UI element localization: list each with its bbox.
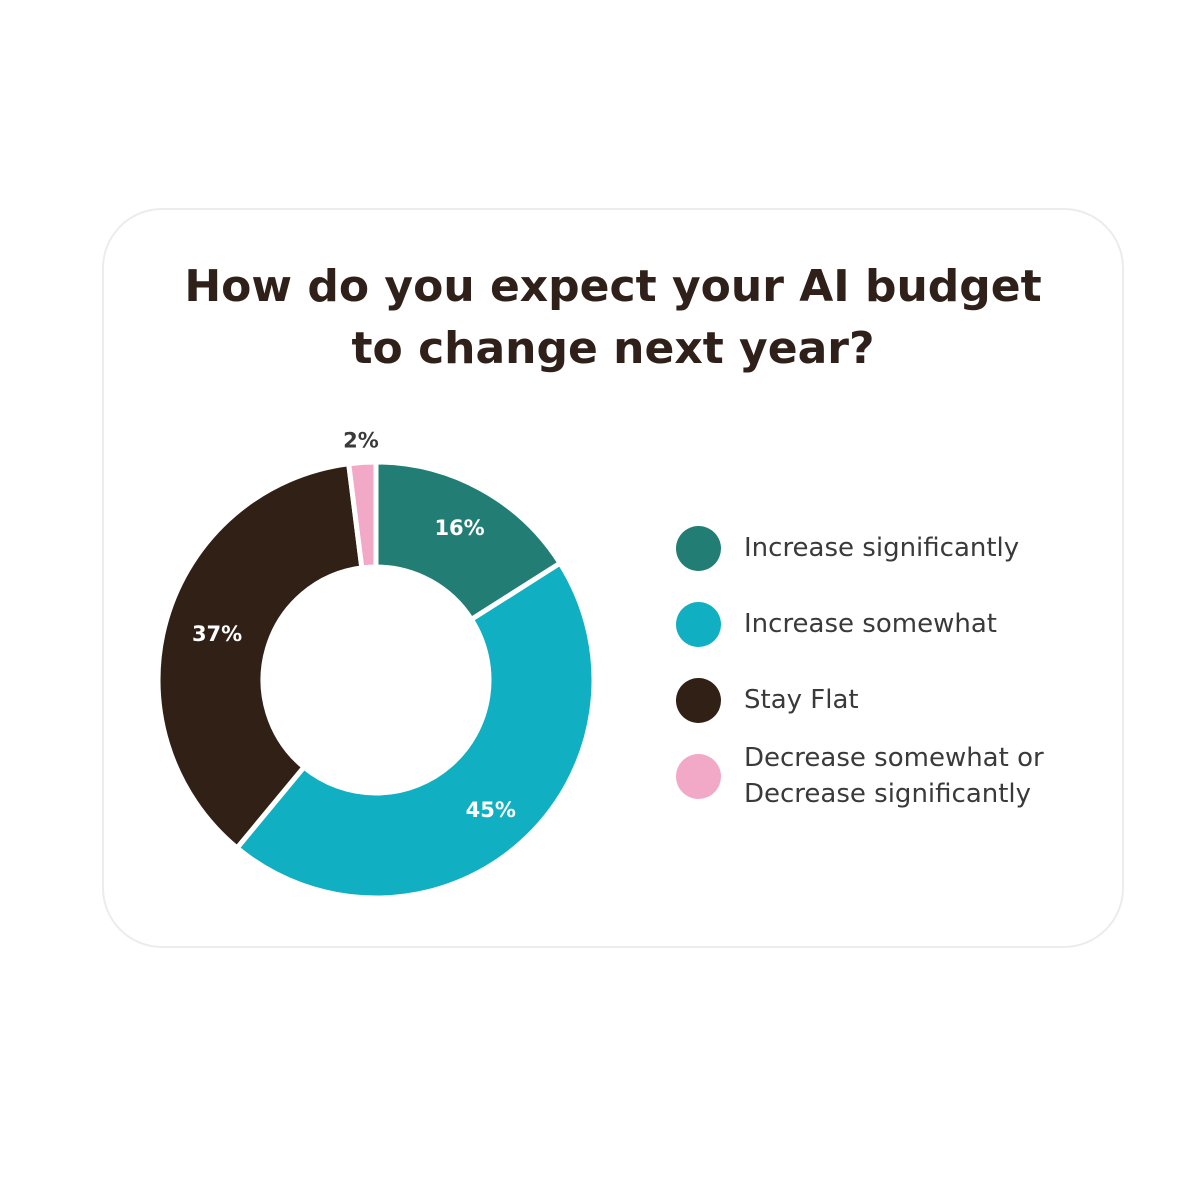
value-label-increase-somewhat: 45% [466,798,516,822]
chart-title: How do you expect your AI budget to chan… [184,261,1042,374]
slice-increase-somewhat [233,559,597,901]
legend-item-increase-somewhat: Increase somewhat [676,602,997,647]
value-label-increase-significantly: 16% [434,516,484,540]
legend-swatch [676,526,721,571]
slice-decrease-somewhat-or-decrease-significantly [345,459,379,571]
slice-stay-flat [155,460,365,852]
legend-item-stay-flat: Stay Flat [676,678,859,723]
legend-label: Increase somewhat [744,609,997,639]
slice-increase-significantly [373,459,564,623]
legend-label: Stay Flat [744,685,859,715]
value-label-stay-flat: 37% [192,622,242,646]
legend-label: Decrease somewhat or Decrease significan… [744,743,1044,809]
donut-slices [155,459,597,901]
donut-value-labels: 16% 45% 37% 2% [192,428,516,822]
legend-swatch [676,602,721,647]
legend-item-decrease-somewhat-or-decrease-significantly: Decrease somewhat or Decrease significan… [676,743,1044,812]
value-label-decrease-somewhat-or-decrease-significantly: 2% [343,428,379,452]
legend-swatch [676,754,721,799]
legend-label: Increase significantly [744,533,1020,563]
legend-swatch [676,678,721,723]
legend-item-increase-significantly: Increase significantly [676,526,1019,571]
